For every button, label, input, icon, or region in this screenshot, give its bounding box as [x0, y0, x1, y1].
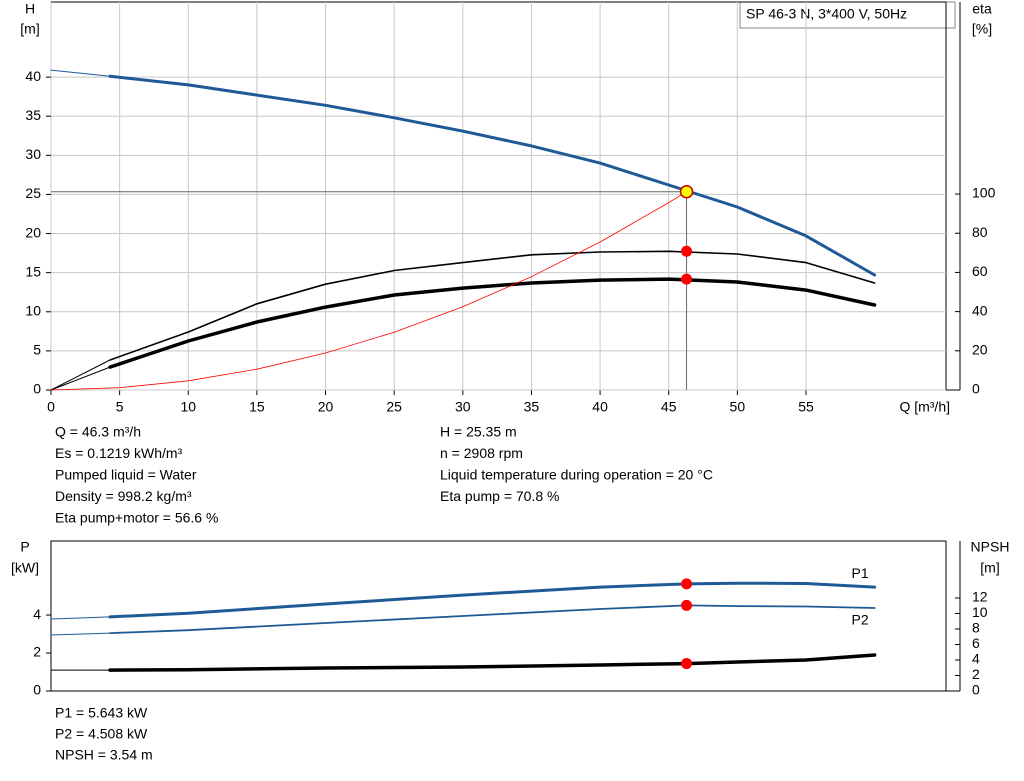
y-axis-label: P — [20, 539, 29, 555]
info-text: Liquid temperature during operation = 20… — [440, 467, 713, 483]
curve — [109, 250, 876, 361]
y-tick-label: 30 — [25, 146, 41, 162]
info-text: Pumped liquid = Water — [55, 467, 197, 483]
info-text: n = 2908 rpm — [440, 445, 523, 461]
info-text: P2 = 4.508 kW — [55, 726, 148, 742]
y2-tick-label: 8 — [972, 620, 980, 636]
x-tick-label: 5 — [116, 399, 124, 415]
info-text: Q = 46.3 m³/h — [55, 424, 141, 440]
y2-axis-unit: [m] — [980, 560, 999, 576]
series-label: P1 — [851, 565, 868, 581]
plot-frame — [50, 1, 947, 391]
operating-point — [681, 245, 693, 257]
y-tick-label: 20 — [25, 224, 41, 240]
y-tick-label: 40 — [25, 68, 41, 84]
info-text: H = 25.35 m — [440, 424, 517, 440]
x-tick-label: 10 — [180, 399, 196, 415]
curve — [50, 616, 111, 620]
y-tick-label: 4 — [33, 606, 41, 622]
y2-tick-label: 0 — [972, 682, 980, 698]
operating-point — [681, 578, 693, 590]
x-tick-label: 25 — [386, 399, 402, 415]
curve — [50, 632, 111, 636]
y-tick-label: 0 — [33, 381, 41, 397]
curve — [109, 604, 876, 634]
y2-tick-label: 40 — [972, 302, 988, 318]
x-tick-label: 0 — [47, 399, 55, 415]
plot-frame — [50, 540, 947, 692]
curve — [50, 359, 111, 391]
y2-tick-label: 20 — [972, 342, 988, 358]
y-tick-label: 5 — [33, 342, 41, 358]
y2-tick-label: 6 — [972, 635, 980, 651]
title-box — [739, 1, 956, 29]
y-tick-label: 15 — [25, 263, 41, 279]
operating-point — [679, 184, 694, 199]
y2-tick-label: 2 — [972, 666, 980, 682]
y-tick-label: 10 — [25, 302, 41, 318]
info-text: Eta pump+motor = 56.6 % — [55, 510, 218, 526]
y2-tick-label: 60 — [972, 263, 988, 279]
y-axis-unit: [kW] — [11, 560, 39, 576]
curve — [50, 69, 111, 77]
x-tick-label: 45 — [661, 399, 677, 415]
x-tick-label: 50 — [730, 399, 746, 415]
x-tick-label: 35 — [524, 399, 540, 415]
y2-tick-label: 0 — [972, 381, 980, 397]
chart-title: SP 46-3 N, 3*400 V, 50Hz — [746, 6, 907, 22]
y2-tick-label: 80 — [972, 224, 988, 240]
info-text: NPSH = 3.54 m — [55, 747, 153, 763]
y2-tick-label: 4 — [972, 651, 980, 667]
y-axis-unit: [m] — [20, 21, 39, 37]
y-axis-label: H — [25, 1, 35, 17]
y2-tick-label: 100 — [972, 185, 996, 201]
x-tick-label: 20 — [318, 399, 334, 415]
info-text: P1 = 5.643 kW — [55, 705, 148, 721]
operating-point — [681, 599, 693, 611]
y-tick-label: 25 — [25, 185, 41, 201]
y-tick-label: 0 — [33, 682, 41, 698]
y-tick-label: 2 — [33, 644, 41, 660]
curve — [108, 653, 877, 672]
info-text: Eta pump = 70.8 % — [440, 488, 559, 504]
x-tick-label: 55 — [798, 399, 814, 415]
curve — [50, 191, 687, 391]
operating-point — [681, 658, 693, 670]
curve — [108, 581, 877, 619]
series-label: P2 — [851, 612, 868, 628]
curve — [108, 277, 877, 369]
x-axis-label: Q [m³/h] — [899, 399, 950, 415]
curve — [108, 74, 877, 277]
y-tick-label: 35 — [25, 107, 41, 123]
y2-axis-label: NPSH — [971, 539, 1010, 555]
curve — [50, 366, 111, 391]
operating-point — [681, 273, 693, 285]
y2-axis-unit: [%] — [972, 21, 992, 37]
x-tick-label: 15 — [249, 399, 265, 415]
x-tick-label: 30 — [455, 399, 471, 415]
y2-axis-label: eta — [972, 1, 992, 17]
x-tick-label: 40 — [592, 399, 608, 415]
y2-tick-label: 10 — [972, 604, 988, 620]
y2-tick-label: 12 — [972, 589, 988, 605]
info-text: Es = 0.1219 kWh/m³ — [55, 445, 183, 461]
info-text: Density = 998.2 kg/m³ — [55, 488, 192, 504]
